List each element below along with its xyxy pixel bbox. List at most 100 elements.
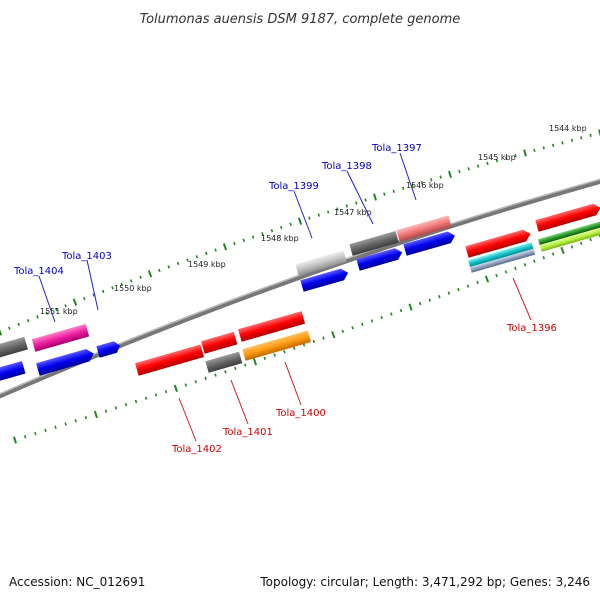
gene-feature[interactable]: [295, 250, 347, 276]
ruler-tick: [373, 193, 377, 201]
gene-feature[interactable]: [36, 347, 95, 376]
ruler-tick: [74, 419, 77, 423]
ruler-tick: [533, 148, 536, 153]
ruler-tick: [129, 279, 133, 283]
ruler-tick: [589, 237, 592, 242]
gene-feature[interactable]: [96, 340, 121, 358]
ruler-tick: [383, 192, 386, 196]
ruler-tick: [308, 216, 311, 220]
ruler-tick: [341, 329, 345, 333]
ruler-tick: [457, 287, 460, 292]
gene-label-tola-1402[interactable]: Tola_1402: [171, 444, 222, 455]
ruler-tick: [233, 241, 236, 246]
ruler-tick: [326, 210, 330, 214]
ruler-tick: [204, 251, 208, 256]
gene-lane-upper: [0, 202, 600, 382]
ruler-tick: [8, 326, 11, 330]
ruler-tick: [144, 396, 148, 400]
ruler-tick: [36, 315, 39, 319]
ruler-tick: [120, 282, 124, 286]
ruler-tick: [54, 307, 58, 312]
ruler-tick: [467, 167, 470, 171]
ruler-tick: [173, 384, 178, 393]
gene-feature[interactable]: [356, 247, 404, 271]
ruler-tick: [195, 255, 199, 259]
ruler-tick: [392, 189, 395, 193]
ruler-tick: [214, 373, 217, 377]
gene-label-tola-1404[interactable]: Tola_1404: [13, 266, 64, 277]
ruler-tick: [139, 275, 142, 279]
gene-feature[interactable]: [465, 228, 532, 258]
gene-feature[interactable]: [468, 242, 536, 273]
ruler-tick: [158, 268, 161, 273]
ruler-tick: [589, 133, 592, 138]
ruler-tick: [484, 275, 490, 283]
ruler-tick: [154, 393, 158, 397]
ruler-tick: [64, 304, 67, 308]
ruler-tick: [317, 213, 320, 217]
ruler-tick: [44, 428, 47, 433]
accession-text: Accession: NC_012691: [9, 575, 145, 589]
gene-label-tola-1398[interactable]: Tola_1398: [321, 161, 372, 172]
gene-label-tola-1399[interactable]: Tola_1399: [268, 181, 319, 192]
ruler-tick: [234, 366, 237, 371]
ruler-tick: [370, 319, 374, 323]
gene-feature[interactable]: [0, 361, 26, 382]
gene-feature[interactable]: [31, 323, 90, 352]
ruler-tick: [428, 298, 432, 302]
ruler-tick: [292, 346, 296, 350]
ruler-label-1544: 1544 kbp: [549, 124, 587, 133]
ruler-tick: [84, 415, 88, 420]
ruler-tick: [322, 336, 325, 340]
ruler-tick: [222, 243, 228, 251]
gene-feature[interactable]: [403, 230, 456, 256]
ruler-tick: [261, 232, 264, 236]
gene-label-tola-1396[interactable]: Tola_1396: [506, 323, 557, 334]
ruler-tick: [23, 435, 27, 439]
ruler-tick: [458, 169, 461, 174]
ruler-tick: [280, 225, 283, 230]
gene-feature[interactable]: [242, 330, 312, 361]
gene-feature[interactable]: [535, 202, 600, 232]
gene-label-tola-1400[interactable]: Tola_1400: [275, 408, 326, 419]
ruler-tick: [111, 286, 114, 290]
ruler-tick: [411, 183, 414, 188]
ruler-tick: [263, 356, 267, 361]
gene-feature[interactable]: [396, 215, 452, 242]
ruler-tick: [134, 399, 138, 404]
ruler-tick: [580, 241, 583, 245]
ruler-tick: [466, 284, 470, 288]
ruler-tick: [204, 376, 207, 381]
gene-feature[interactable]: [135, 344, 205, 376]
ruler-tick: [186, 258, 189, 262]
ruler-tick: [351, 326, 354, 330]
ruler-tick: [243, 363, 247, 367]
ruler-bottom-ticks: [13, 234, 600, 444]
gene-feature[interactable]: [238, 311, 306, 342]
gene-feature[interactable]: [538, 221, 600, 252]
map-title: Tolumonas auensis DSM 9187, complete gen…: [140, 12, 461, 27]
gene-feature[interactable]: [0, 336, 28, 360]
gene-feature[interactable]: [205, 351, 243, 373]
ruler-tick: [54, 425, 57, 429]
ruler-label-1548: 1548 kbp: [261, 234, 299, 243]
gene-feature[interactable]: [201, 331, 238, 354]
ruler-tick: [184, 383, 188, 387]
ruler-tick: [495, 273, 498, 278]
ruler-tick: [289, 222, 292, 227]
gene-label-tola-1397[interactable]: Tola_1397: [371, 143, 422, 154]
ruler-tick: [83, 296, 86, 301]
label-leaders: [38, 152, 532, 442]
ruler-tick: [380, 315, 383, 320]
ruler-label-1549: 1549 kbp: [188, 260, 226, 269]
gene-label-tola-1403[interactable]: Tola_1403: [61, 251, 112, 262]
gene-feature[interactable]: [349, 231, 399, 256]
ruler-tick: [147, 270, 153, 278]
ruler-tick: [364, 198, 367, 202]
ruler-tick: [224, 370, 227, 374]
ruler-tick: [361, 322, 364, 327]
gene-feature[interactable]: [300, 267, 349, 292]
gene-label-tola-1401[interactable]: Tola_1401: [222, 427, 273, 438]
ruler-tick: [523, 149, 527, 157]
